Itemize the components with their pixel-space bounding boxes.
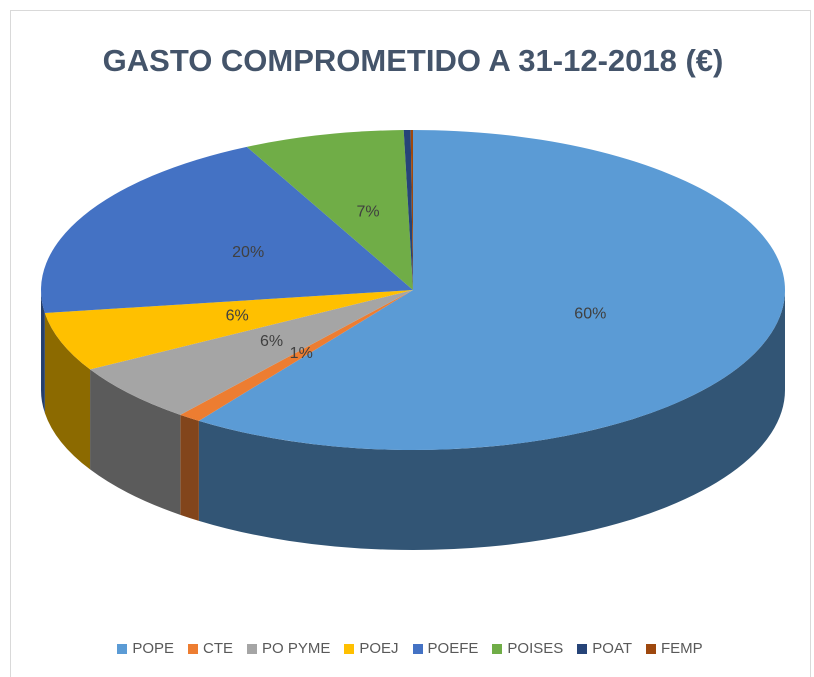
slice-side (44, 312, 91, 470)
legend-item: POISES (492, 640, 563, 657)
legend-item: CTE (188, 640, 233, 657)
legend-swatch (344, 643, 355, 654)
legend-item: FEMP (646, 640, 703, 657)
legend-item: POEFE (412, 640, 479, 657)
slice-side (90, 369, 181, 515)
data-label: 7% (356, 204, 379, 221)
data-label: 1% (290, 345, 313, 362)
pie-slice (246, 130, 413, 290)
legend-label: POAT (592, 640, 632, 657)
pie-slice (403, 130, 413, 290)
legend-label: POEFE (427, 640, 479, 657)
legend-swatch (188, 643, 198, 654)
legend-label: POISES (507, 640, 564, 657)
data-label: 6% (226, 307, 249, 324)
legend: POPE CTE PO PYME POEJ POEFE POISES POAT FEMP (10, 640, 810, 657)
chart-title: GASTO COMPROMETIDO A 31-12-2018 (€) (103, 43, 724, 78)
legend-swatch (412, 643, 423, 654)
slice-side (41, 290, 45, 413)
legend-swatch (577, 643, 588, 654)
legend-label: PO PYME (262, 640, 331, 657)
legend-swatch (117, 643, 128, 654)
legend-item: POPE (117, 640, 174, 657)
legend-label: POEJ (359, 640, 399, 657)
slice-side (180, 414, 199, 521)
legend-swatch (492, 643, 503, 654)
legend-label: FEMP (661, 640, 703, 657)
data-label: 60% (574, 305, 606, 322)
pie-slice (40, 146, 413, 313)
legend-item: POEJ (344, 640, 399, 657)
pie-slice (198, 130, 786, 450)
legend-label: POPE (132, 640, 174, 657)
legend-item: POAT (577, 640, 632, 657)
data-label: 6% (260, 333, 283, 350)
legend-label: CTE (203, 640, 233, 657)
pie-slice (44, 290, 414, 370)
pie-slice (90, 290, 414, 415)
legend-swatch (247, 643, 257, 654)
pie-slice (410, 130, 413, 290)
slice-side (198, 290, 786, 550)
data-label: 20% (232, 244, 264, 261)
chart-frame (10, 10, 811, 677)
pie-slice (180, 290, 413, 421)
legend-swatch (646, 643, 656, 654)
legend-item: PO PYME (247, 640, 330, 657)
